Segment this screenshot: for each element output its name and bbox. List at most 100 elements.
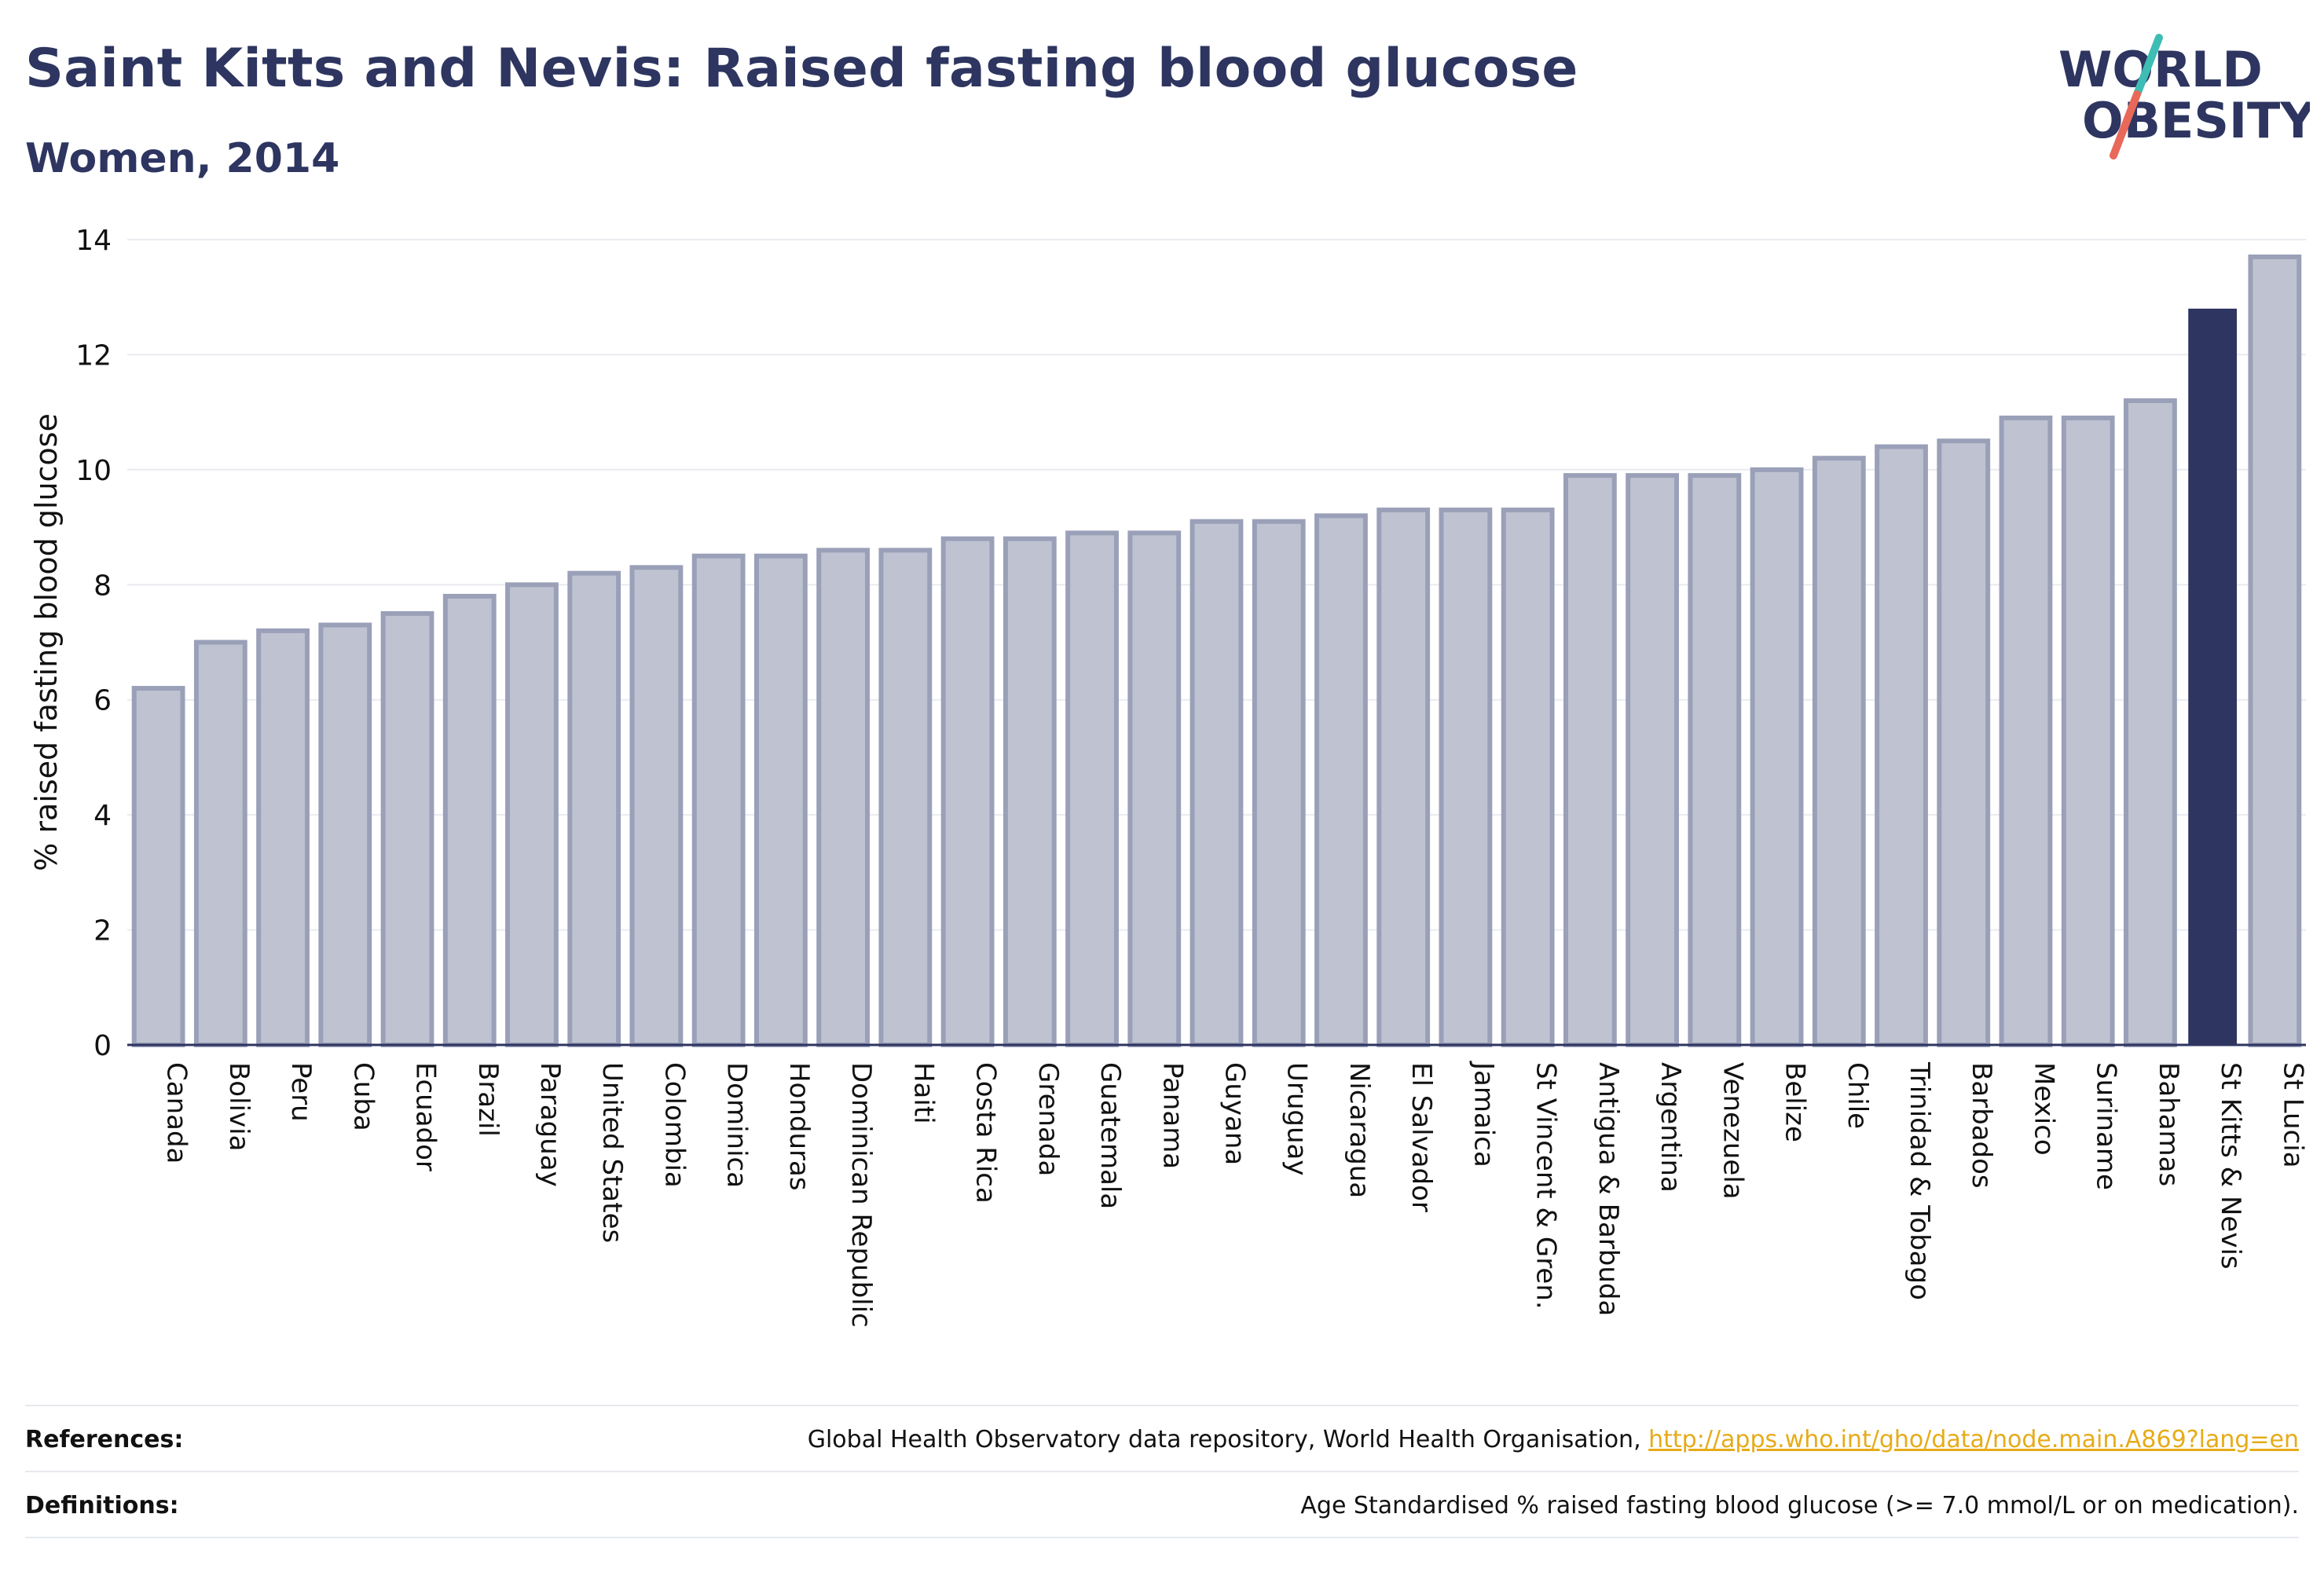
bar [1626, 473, 1679, 1047]
x-tick-label: Guatemala [1094, 1062, 1126, 1209]
bar [256, 628, 310, 1047]
references-source: Global Health Observatory data repositor… [807, 1425, 1649, 1453]
x-tick-label: United States [596, 1062, 628, 1243]
footer-divider [25, 1471, 2299, 1472]
x-tick-label: Jamaica [1468, 1061, 1499, 1167]
chart-title: Saint Kitts and Nevis: Raised fasting bl… [25, 38, 1578, 100]
world-obesity-logo: WORLD OBESITY [2058, 34, 2310, 159]
y-axis-label: % raised fasting blood glucose [29, 413, 64, 871]
y-tick-labels: 0 2 4 6 8 10 12 14 [75, 225, 112, 1062]
bar-chart: 0 2 4 6 8 10 12 14 Canada Bolivia Peru Cuba Ecuador… [29, 225, 2309, 1328]
bar [1875, 444, 1928, 1047]
x-tick-label: St Vincent & Gren. [1530, 1062, 1562, 1310]
bar [754, 553, 808, 1047]
bar [878, 548, 933, 1047]
logo-slash-teal [2133, 34, 2163, 98]
x-tick-label: Costa Rica [970, 1062, 1002, 1204]
x-tick-label: Venezuela [1717, 1062, 1748, 1200]
definitions-text: Age Standardised % raised fasting blood … [1300, 1491, 2299, 1519]
x-tick-label: Dominican Republic [845, 1062, 877, 1328]
x-tick-label: Canada [161, 1062, 192, 1164]
x-tick-label: Panama [1157, 1062, 1188, 1169]
bar [1189, 519, 1244, 1047]
logo-line1: WORLD [2058, 41, 2263, 98]
references-row: References: Global Health Observatory da… [25, 1408, 2299, 1471]
bar [816, 548, 871, 1047]
y-tick-label: 2 [93, 915, 112, 947]
bar [1563, 473, 1617, 1047]
bar [505, 582, 559, 1047]
bar [442, 593, 497, 1047]
y-tick-label: 0 [93, 1030, 112, 1062]
bars [131, 254, 2302, 1047]
bar [1812, 456, 1866, 1047]
bar [567, 570, 621, 1047]
footer-divider [25, 1537, 2299, 1538]
definitions-label: Definitions: [25, 1491, 179, 1519]
y-tick-label: 12 [75, 339, 112, 372]
x-tick-label: Guyana [1219, 1062, 1251, 1165]
y-tick-label: 10 [75, 455, 112, 487]
x-tick-label: Chile [1842, 1062, 1873, 1129]
x-tick-label: St Lucia [2277, 1062, 2308, 1168]
bar [691, 553, 746, 1047]
x-tick-label: Honduras [783, 1062, 815, 1191]
bar [1065, 530, 1119, 1047]
x-tick-label: Dominica [721, 1062, 753, 1188]
bar [318, 622, 372, 1047]
x-tick-label: Grenada [1032, 1062, 1064, 1176]
x-tick-label: Barbados [1966, 1062, 1997, 1189]
bar [1314, 513, 1368, 1047]
x-tick-label: Mexico [2028, 1062, 2059, 1156]
x-tick-label: Ecuador [410, 1062, 442, 1171]
bar [2248, 254, 2302, 1047]
bar [1376, 508, 1431, 1047]
bar [131, 686, 185, 1047]
x-tick-label: Nicaragua [1343, 1062, 1375, 1198]
x-tick-label: Colombia [658, 1062, 690, 1188]
y-tick-label: 8 [93, 570, 112, 602]
bar [1439, 508, 1493, 1047]
bar [2061, 415, 2115, 1047]
x-tick-label: El Salvador [1406, 1062, 1437, 1212]
x-tick-label: Suriname [2091, 1062, 2122, 1190]
bar [1750, 467, 1804, 1047]
bar [1501, 508, 1555, 1047]
y-tick-label: 14 [75, 225, 112, 257]
x-tick-label: Argentina [1655, 1062, 1686, 1193]
bar [1252, 519, 1306, 1047]
x-tick-label: Cuba [347, 1062, 379, 1131]
x-tick-label: Trinidad & Tobago [1904, 1061, 1935, 1300]
bar [940, 536, 995, 1047]
references-link[interactable]: http://apps.who.int/gho/data/node.main.A… [1648, 1425, 2299, 1453]
bar [2124, 398, 2177, 1047]
bar [2188, 308, 2238, 1045]
x-tick-label: Haiti [907, 1062, 939, 1124]
x-tick-label: Antigua & Barbuda [1593, 1062, 1624, 1316]
bar [1003, 536, 1057, 1047]
chart-subtitle: Women, 2014 [25, 135, 340, 182]
x-tick-label: Bolivia [223, 1062, 255, 1151]
y-tick-label: 4 [93, 800, 112, 832]
references-label: References: [25, 1425, 184, 1453]
logo-slash-red [2110, 90, 2141, 159]
x-tick-label: Uruguay [1281, 1062, 1313, 1176]
x-tick-label: Bahamas [2153, 1062, 2184, 1186]
definitions-row: Definitions: Age Standardised % raised f… [25, 1474, 2299, 1537]
x-tick-label: Peru [285, 1062, 317, 1122]
x-tick-label: Belize [1780, 1062, 1811, 1142]
x-tick-labels: Canada Bolivia Peru Cuba Ecuador Brazil Paragu… [161, 1061, 2309, 1328]
x-tick-label: St Kitts & Nevis [2215, 1062, 2246, 1270]
bar [1937, 438, 1991, 1047]
bar [193, 640, 247, 1047]
bar [1688, 473, 1742, 1047]
bar [629, 565, 684, 1047]
x-tick-label: Paraguay [534, 1062, 566, 1187]
y-tick-label: 6 [93, 685, 112, 717]
references-text: Global Health Observatory data repositor… [808, 1426, 2299, 1453]
bar [1127, 530, 1182, 1047]
bar [380, 610, 434, 1047]
x-tick-label: Brazil [472, 1062, 504, 1137]
bar [1999, 415, 2053, 1047]
footer-divider [25, 1405, 2299, 1406]
